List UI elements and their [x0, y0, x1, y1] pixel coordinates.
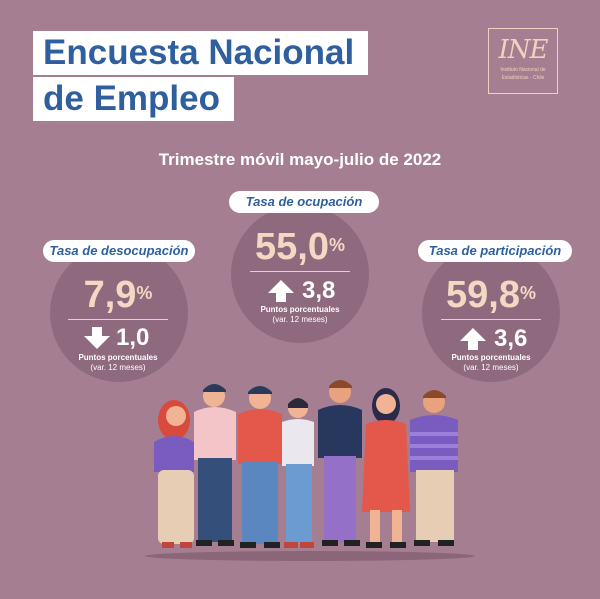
- participacion-change: 3,6: [494, 325, 528, 352]
- title-line-1: Encuesta Nacional: [33, 31, 369, 75]
- ocupacion-circle: [231, 205, 369, 343]
- period-subtitle: Trimestre móvil mayo-julio de 2022: [158, 150, 442, 169]
- participacion-value: 59,8%: [446, 274, 536, 316]
- desocupacion-label: Tasa de desocupación: [43, 240, 195, 262]
- person-1: [154, 400, 194, 548]
- title-line-2: de Empleo: [33, 77, 234, 121]
- person-5: [318, 380, 362, 546]
- people-illustration: [145, 380, 475, 561]
- ine-logo: INE Instituto Nacional de Estadísticas -…: [488, 28, 558, 94]
- arrow-down-icon: [84, 327, 110, 349]
- person-2: [194, 384, 236, 546]
- person-3: [238, 386, 282, 548]
- logo-line-2: Estadísticas - Chile: [501, 75, 545, 81]
- desocupacion-value: 7,9%: [83, 274, 153, 316]
- desocupacion-note: Puntos porcentuales (var. 12 meses): [68, 353, 168, 373]
- ocupacion-label: Tasa de ocupación: [229, 191, 379, 213]
- participacion-label: Tasa de participación: [418, 240, 572, 262]
- person-6: [362, 388, 410, 548]
- desocupacion-change-note: (var. 12 meses): [90, 363, 146, 372]
- participacion-change-note: (var. 12 meses): [463, 363, 519, 372]
- participacion-circle: [422, 244, 560, 382]
- ocupacion-note: Puntos porcentuales (var. 12 meses): [250, 305, 350, 325]
- ocupacion-divider: [250, 271, 350, 272]
- ocupacion-change-label: Puntos porcentuales: [260, 305, 340, 314]
- participacion-change-label: Puntos porcentuales: [451, 353, 531, 362]
- desocupacion-circle: [50, 244, 188, 382]
- logo-mark: INE: [498, 35, 549, 65]
- desocupacion-change: 1,0: [116, 324, 150, 351]
- logo-line-1: Instituto Nacional de: [500, 67, 546, 73]
- participacion-note: Puntos porcentuales (var. 12 meses): [441, 353, 541, 373]
- ocupacion-change: 3,8: [302, 277, 336, 304]
- person-7: [410, 390, 458, 546]
- ocupacion-value: 55,0%: [255, 226, 345, 268]
- desocupacion-divider: [68, 319, 168, 320]
- participacion-divider: [441, 319, 541, 320]
- person-4: [282, 398, 314, 548]
- arrow-up-icon: [268, 280, 294, 302]
- desocupacion-change-label: Puntos porcentuales: [78, 353, 158, 362]
- arrow-up-icon: [460, 328, 486, 350]
- ocupacion-change-note: (var. 12 meses): [272, 315, 328, 324]
